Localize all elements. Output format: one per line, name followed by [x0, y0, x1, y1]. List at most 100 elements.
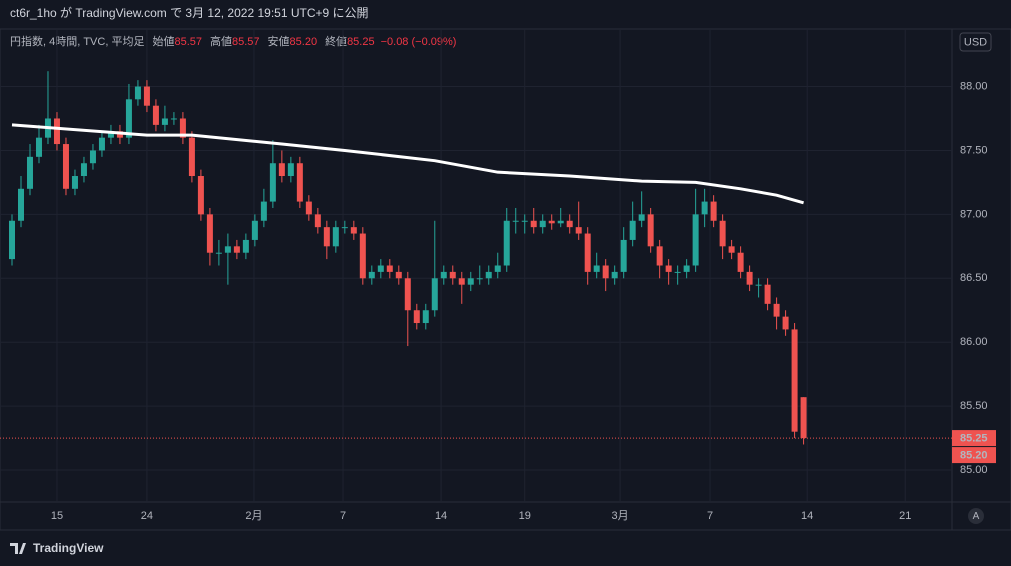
price-tag: [952, 447, 996, 464]
candle-body: [161, 118, 168, 125]
candle-body: [179, 118, 186, 138]
candle-body: [80, 163, 87, 177]
y-tick-label: 85.00: [960, 464, 988, 476]
legend-high_label: 高値: [210, 34, 232, 48]
candle-body: [323, 227, 330, 247]
candle-body: [341, 227, 348, 229]
y-tick-label: 86.00: [960, 336, 988, 348]
auto-scale-label[interactable]: A: [973, 511, 980, 522]
candle-body: [143, 86, 150, 106]
candle-body: [449, 271, 456, 279]
brand: TradingView: [33, 541, 104, 555]
candle-body: [791, 329, 798, 432]
candle-body: [719, 220, 726, 247]
candle-body: [53, 118, 60, 145]
candle-body: [629, 220, 636, 240]
legend-low: 85.20: [290, 36, 318, 48]
candle-body: [638, 214, 645, 221]
candle-body: [467, 278, 474, 285]
candle-body: [746, 271, 753, 285]
candle-body: [611, 271, 618, 279]
x-tick-label: 7: [340, 510, 346, 522]
currency-box[interactable]: [959, 32, 992, 52]
candle-body: [278, 163, 285, 177]
candle-body: [521, 220, 528, 222]
candle-body: [566, 220, 573, 228]
candle-body: [404, 278, 411, 311]
y-tick-label: 86.50: [960, 272, 988, 284]
candle-body: [260, 201, 267, 221]
candle-body: [620, 239, 627, 272]
currency[interactable]: USD: [964, 36, 987, 48]
candle-body: [503, 220, 510, 266]
x-tick-label: 19: [519, 510, 531, 522]
candle-body: [206, 214, 213, 253]
candle-body: [188, 137, 195, 177]
candle-body: [737, 252, 744, 272]
candle-body: [134, 86, 141, 100]
candle-body: [35, 137, 42, 157]
candle-body: [773, 303, 780, 317]
candle-body: [656, 246, 663, 266]
legend-text: 円指数, 4時間, TVC, 平均足 始値85.57 高値85.57 安値85.20 終…: [10, 34, 456, 48]
chart-frame: [0, 28, 1011, 531]
header: ct6r_1ho が TradingView.com で 3月 12, 2022…: [10, 5, 369, 20]
candle-body: [431, 278, 438, 311]
candle-body: [512, 220, 519, 222]
candle-body: [800, 397, 807, 439]
candle-body: [197, 176, 204, 215]
legend-symbol: 円指数, 4時間, TVC, 平均足: [10, 34, 144, 48]
auto-scale-button[interactable]: [968, 508, 984, 524]
y-tick-label: 85.50: [960, 400, 988, 412]
candle-body: [458, 278, 465, 285]
candle-body: [683, 265, 690, 272]
candle-body: [296, 163, 303, 202]
candle-body: [548, 220, 555, 224]
price-tag-label: 85.20: [960, 449, 988, 461]
candle-body: [215, 252, 222, 254]
candle-body: [710, 201, 717, 221]
candle-body: [422, 310, 429, 324]
candle-body: [665, 265, 672, 272]
candle-body: [782, 316, 789, 330]
candle-body: [413, 310, 420, 324]
legend: 円指数, 4時間, TVC, 平均足 始値85.57 高値85.57 安値85.20 終…: [10, 34, 456, 48]
candle-body: [557, 220, 564, 224]
candle-body: [494, 265, 501, 272]
y-tick-label: 87.00: [960, 208, 988, 220]
logo: [10, 543, 26, 554]
candle-body: [359, 233, 366, 279]
x-tick-label: 15: [51, 510, 63, 522]
moving-average: [11, 123, 804, 205]
candle-body: [98, 137, 105, 151]
candle-body: [314, 214, 321, 228]
candle-body: [575, 227, 582, 234]
candle-body: [269, 163, 276, 202]
x-tick-label: 3月: [612, 510, 629, 522]
x-tick-label: 2月: [245, 510, 262, 522]
y-tick-label: 87.50: [960, 144, 988, 156]
x-tick-label: 14: [435, 510, 447, 522]
legend-change: −0.08 (−0.09%): [381, 36, 457, 48]
candle-body: [242, 239, 249, 253]
legend-close_label: 終値: [325, 34, 347, 48]
candle-body: [485, 271, 492, 279]
candle-body: [233, 246, 240, 253]
candle-body: [89, 150, 96, 164]
legend-high: 85.57: [232, 36, 260, 48]
candle-body: [395, 271, 402, 279]
x-tick-label: 7: [707, 510, 713, 522]
candle-body: [530, 220, 537, 228]
candle-body: [647, 214, 654, 247]
y-tick-label: 88.00: [960, 80, 988, 92]
candle-body: [170, 118, 177, 120]
legend-close: 85.25: [347, 36, 375, 48]
x-tick-label: 24: [141, 510, 153, 522]
candle-body: [251, 220, 258, 240]
candle-body: [332, 227, 339, 247]
candle-body: [287, 163, 294, 177]
candle-body: [125, 99, 132, 138]
candle-body: [305, 201, 312, 215]
